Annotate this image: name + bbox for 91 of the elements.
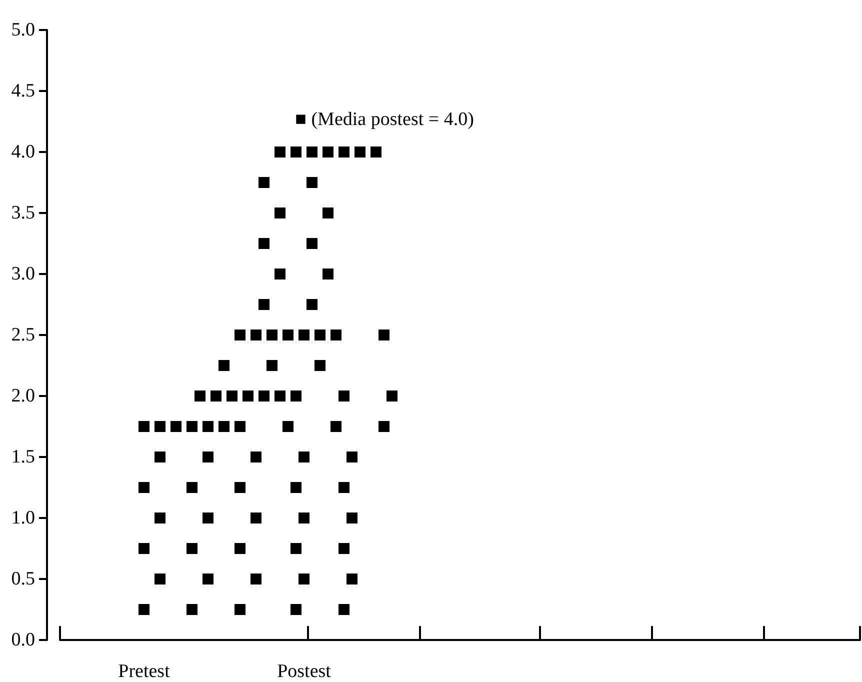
annotation: ■ (Media postest = 4.0) xyxy=(295,109,474,130)
point xyxy=(138,482,150,493)
point xyxy=(298,574,310,584)
y-tick-label: 5.0 xyxy=(11,20,35,40)
point xyxy=(290,146,302,158)
point xyxy=(186,482,198,493)
point xyxy=(330,330,342,340)
y-tick-label: 2.0 xyxy=(11,386,35,406)
point xyxy=(322,268,334,280)
x-tick-label: Pretest xyxy=(118,661,171,682)
point xyxy=(242,390,254,402)
point xyxy=(274,390,286,402)
point xyxy=(306,238,318,249)
point xyxy=(170,421,182,432)
y-tick-label: 2.5 xyxy=(11,324,35,346)
y-tick-label: 0.5 xyxy=(11,568,35,590)
point xyxy=(154,512,166,524)
point xyxy=(290,543,302,554)
point xyxy=(218,421,230,432)
point xyxy=(346,512,358,524)
point xyxy=(378,330,390,340)
point xyxy=(258,299,270,310)
point xyxy=(186,604,198,615)
point xyxy=(322,208,334,218)
point xyxy=(250,330,262,340)
point xyxy=(138,604,150,615)
point xyxy=(370,146,382,158)
point xyxy=(258,390,270,402)
point xyxy=(386,390,398,402)
point xyxy=(266,330,278,340)
point xyxy=(274,208,286,218)
y-tick-label: 4.5 xyxy=(11,80,35,102)
point xyxy=(314,330,326,340)
point xyxy=(202,452,214,462)
point xyxy=(338,390,350,402)
point xyxy=(274,146,286,158)
point xyxy=(274,268,286,280)
point xyxy=(306,177,318,188)
point xyxy=(338,604,350,615)
point xyxy=(282,330,294,340)
point xyxy=(290,390,302,402)
point xyxy=(186,421,198,432)
point xyxy=(338,146,350,158)
point xyxy=(226,390,238,402)
point xyxy=(338,543,350,554)
point xyxy=(258,177,270,188)
y-tick-label: 1.5 xyxy=(11,446,35,468)
point xyxy=(306,299,318,310)
point xyxy=(154,574,166,584)
point xyxy=(234,482,246,493)
point xyxy=(250,512,262,524)
point xyxy=(234,330,246,340)
point xyxy=(138,543,150,554)
point xyxy=(258,238,270,249)
y-tick-label: 1.0 xyxy=(11,508,35,528)
point xyxy=(298,512,310,524)
point xyxy=(234,543,246,554)
point xyxy=(306,146,318,158)
point xyxy=(154,421,166,432)
point xyxy=(250,574,262,584)
point xyxy=(298,330,310,340)
point xyxy=(378,421,390,432)
y-tick-label: 3.0 xyxy=(11,264,35,284)
point xyxy=(290,604,302,615)
point xyxy=(202,574,214,584)
point xyxy=(202,512,214,524)
point xyxy=(234,604,246,615)
point xyxy=(250,452,262,462)
point xyxy=(346,574,358,584)
point xyxy=(298,452,310,462)
y-tick-label: 3.5 xyxy=(11,202,35,224)
point xyxy=(282,421,294,432)
point xyxy=(266,360,278,371)
point xyxy=(346,452,358,462)
point xyxy=(138,421,150,432)
point xyxy=(290,482,302,493)
point xyxy=(322,146,334,158)
point xyxy=(234,421,246,432)
point xyxy=(154,452,166,462)
point xyxy=(194,390,206,402)
point xyxy=(210,390,222,402)
point xyxy=(202,421,214,432)
point xyxy=(338,482,350,493)
point xyxy=(186,543,198,554)
y-tick-label: 4.0 xyxy=(11,142,35,162)
point xyxy=(354,146,366,158)
y-tick-label: 0.0 xyxy=(11,630,35,650)
point xyxy=(218,360,230,371)
point xyxy=(314,360,326,371)
x-tick-label: Postest xyxy=(277,661,332,682)
point xyxy=(330,421,342,432)
